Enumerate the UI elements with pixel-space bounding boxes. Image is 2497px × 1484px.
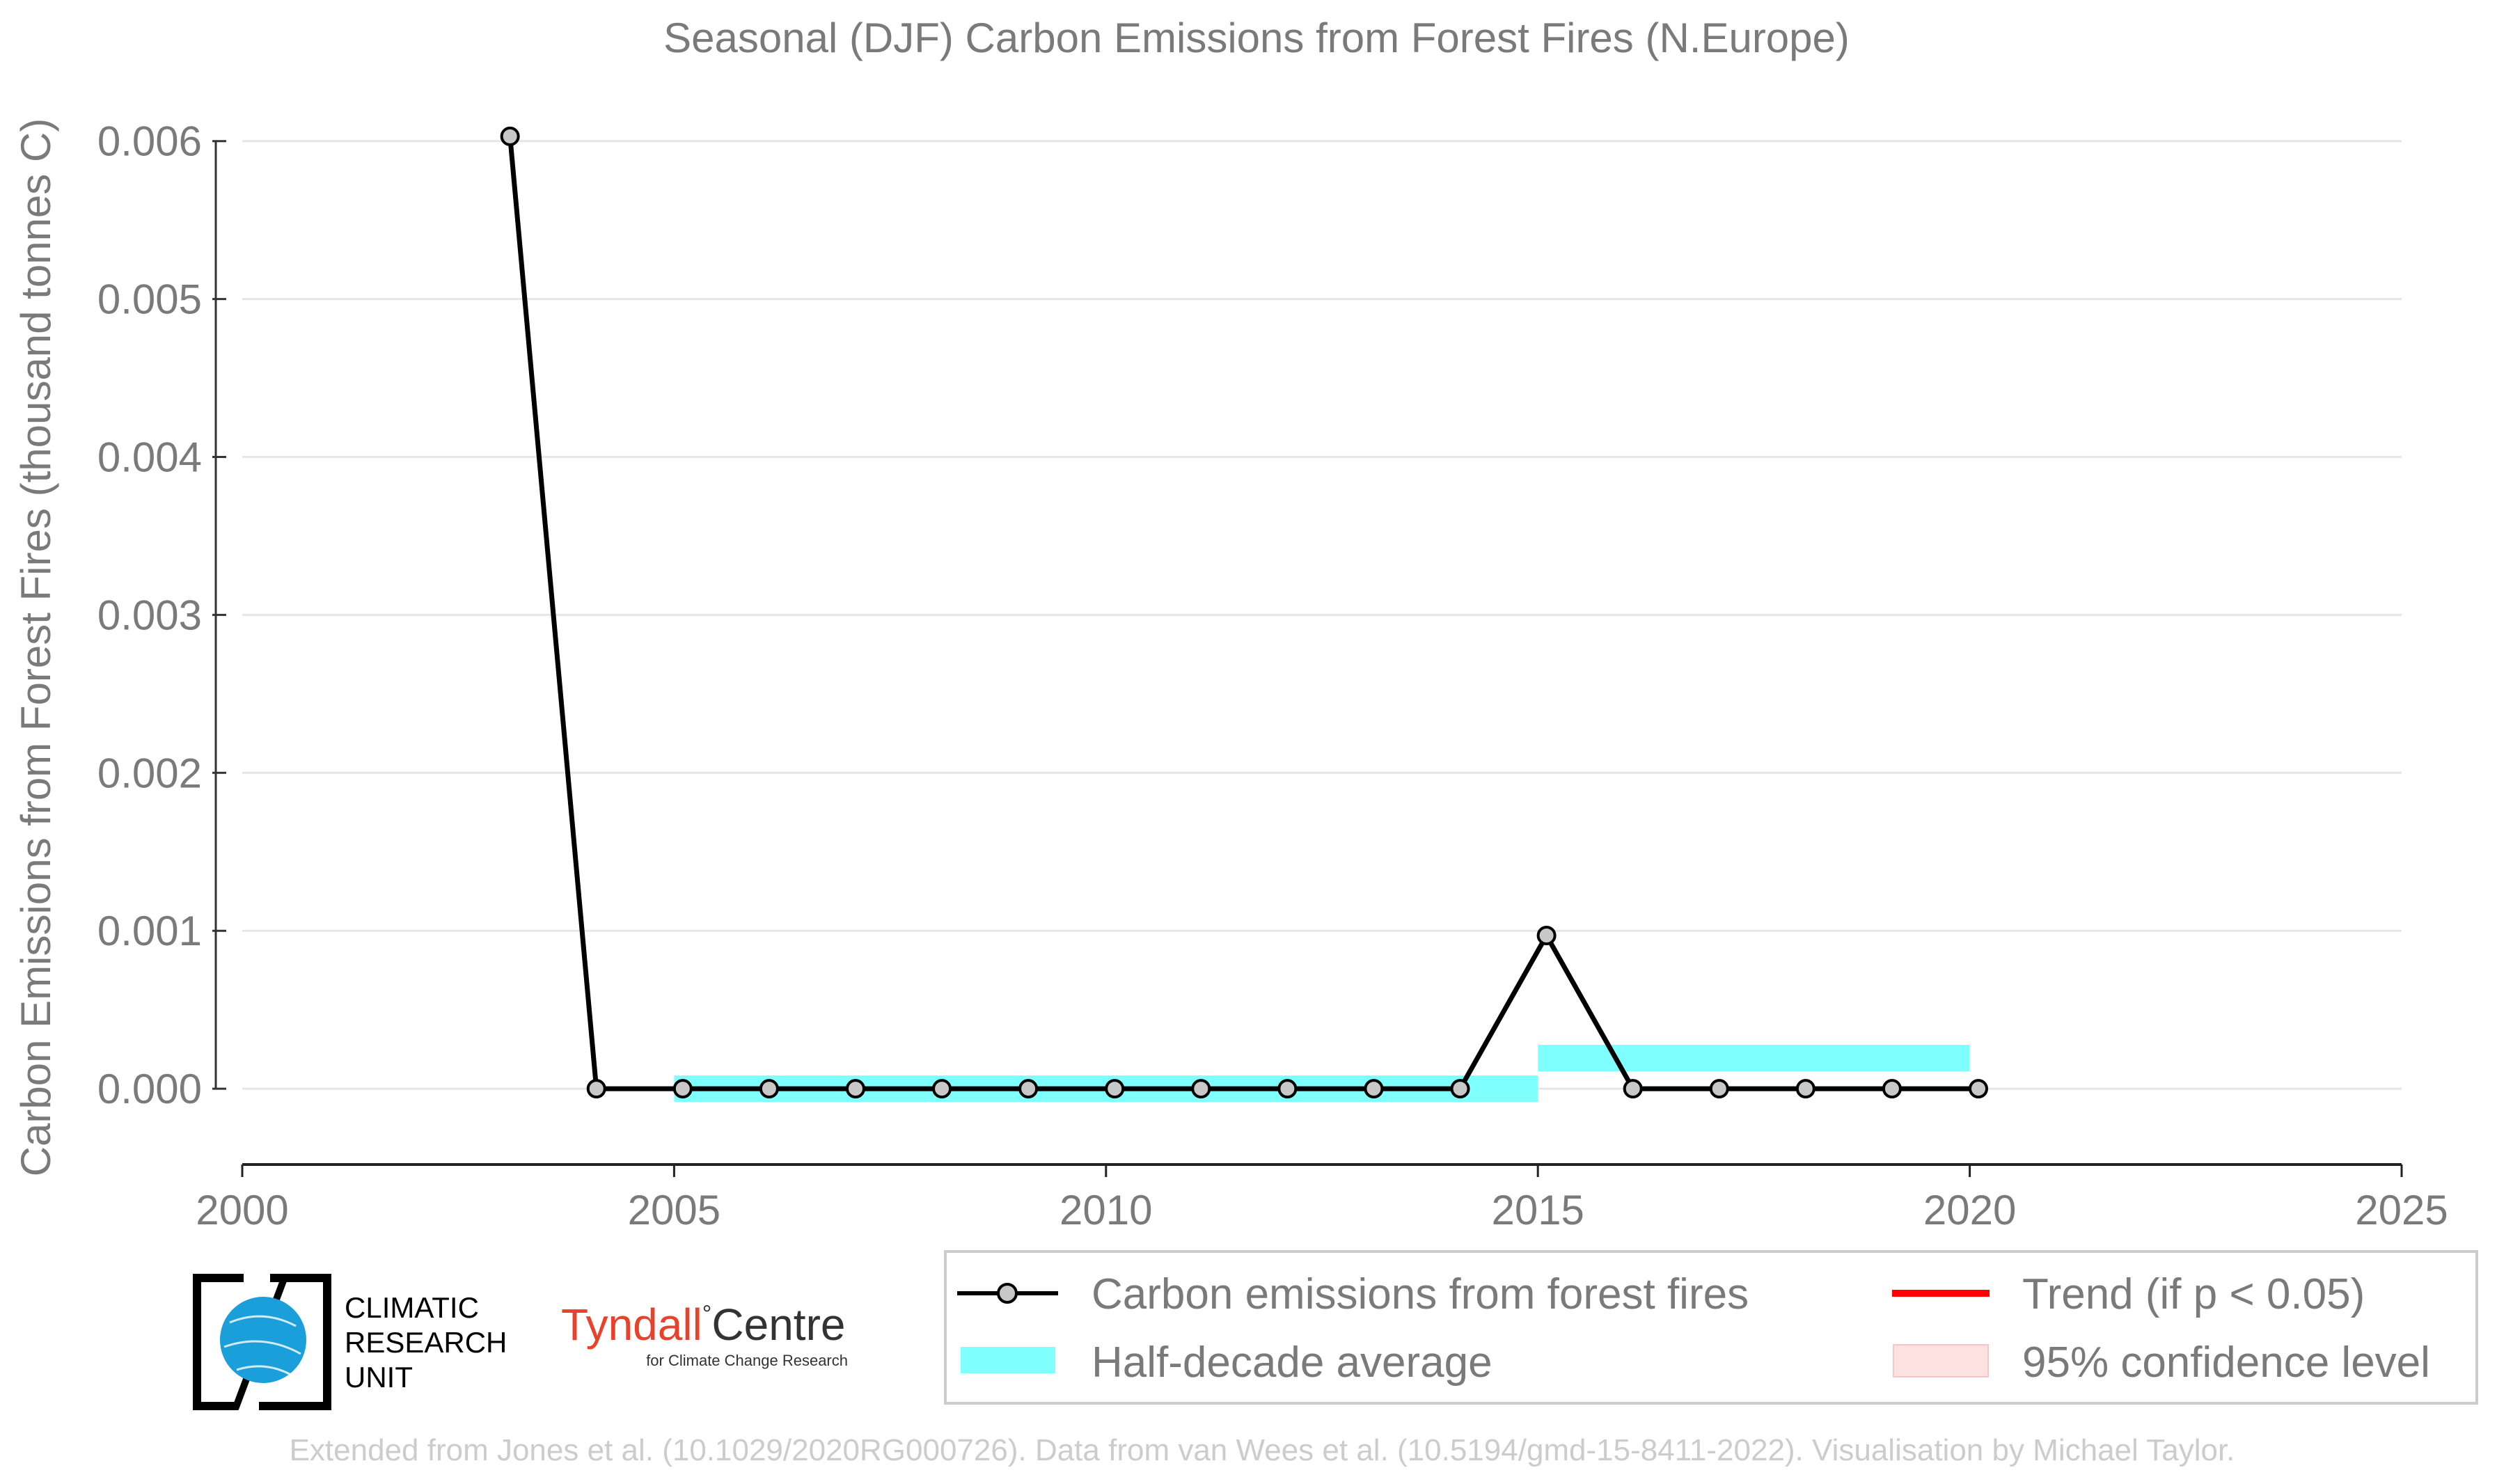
tyndall-logo-subtitle: for Climate Change Research [646,1352,848,1369]
legend-average-swatch [961,1347,1055,1373]
x-tick-label-0: 2000 [196,1187,288,1233]
x-tick-label-4: 2020 [1923,1187,2016,1233]
tyndall-logo-name: Tyndall [561,1300,702,1350]
series-line-0 [507,136,1979,1091]
x-tick-label-3: 2015 [1491,1187,1584,1233]
y-tick-label-2: 0.002 [97,750,202,796]
y-tick-label-1: 0.001 [97,908,202,954]
y-tick-label-0: 0.000 [97,1066,202,1112]
x-tick-label-2: 2010 [1060,1187,1152,1233]
x-axis: 2000 2005 2010 2015 2020 2025 [196,1163,2448,1233]
cru-logo: CLIMATIC RESEARCH UNIT [193,1274,507,1410]
series-carbon-emissions [500,126,1989,1099]
half-decade-bands [674,1045,1970,1103]
data-point-2014 [1450,1079,1470,1099]
x-tick-label-1: 2005 [628,1187,720,1233]
data-point-2009 [1018,1079,1039,1099]
data-point-2018 [1795,1079,1815,1099]
data-point-2013 [1364,1079,1384,1099]
data-point-2007 [845,1079,865,1099]
y-axis-ticks: 0.000 0.001 0.002 0.003 0.004 0.005 0.006 [97,118,226,1112]
y-tick-label-5: 0.005 [97,276,202,323]
x-tick-label-5: 2025 [2355,1187,2448,1233]
data-point-2016 [1623,1079,1643,1099]
legend-label-trend: Trend (if p < 0.05) [2022,1270,2365,1318]
credit-line: Extended from Jones et al. (10.1029/2020… [290,1433,2235,1467]
half-decade-band-1 [1538,1045,1970,1072]
globe-icon [220,1297,306,1383]
legend-confidence-swatch [1893,1344,1989,1378]
data-point-2012 [1277,1079,1298,1099]
data-point-2020 [1969,1079,1989,1099]
cru-logo-line-2: RESEARCH [345,1326,507,1359]
tyndall-logo-wordmark: Tyndall°Centre [561,1300,845,1350]
chart-title: Seasonal (DJF) Carbon Emissions from For… [663,15,1850,61]
cru-logo-line-1: CLIMATIC [345,1291,479,1324]
y-tick-label-3: 0.003 [97,592,202,638]
data-point-2015 [1536,925,1557,945]
data-point-2017 [1709,1079,1729,1099]
legend: Carbon emissions from forest fires Trend… [944,1250,2478,1405]
data-point-2008 [932,1079,952,1099]
y-tick-label-6: 0.006 [97,118,202,165]
cru-logo-frame [193,1274,331,1410]
legend-label-average: Half-decade average [1092,1339,1492,1387]
gridlines [242,140,2402,1090]
legend-label-confidence: 95% confidence level [2022,1339,2430,1387]
data-point-2010 [1105,1079,1125,1099]
cru-logo-line-3: UNIT [345,1361,413,1394]
legend-marker-swatch [997,1283,1018,1304]
legend-label-series: Carbon emissions from forest fires [1092,1270,1749,1318]
data-point-2011 [1191,1079,1211,1099]
y-tick-label-4: 0.004 [97,434,202,480]
data-point-2019 [1882,1079,1902,1099]
data-point-2006 [759,1079,779,1099]
data-point-2004 [586,1079,606,1099]
data-point-2003 [500,126,520,146]
tyndall-logo-degree: ° [702,1301,712,1327]
y-axis-label: Carbon Emissions from Forest Fires (thou… [13,118,59,1177]
globe-icon-lines [223,1315,301,1376]
tyndall-logo: Tyndall°Centre for Climate Change Resear… [561,1300,848,1369]
data-point-2005 [672,1079,693,1099]
legend-box [944,1250,2478,1405]
tyndall-logo-centre: Centre [711,1300,845,1350]
